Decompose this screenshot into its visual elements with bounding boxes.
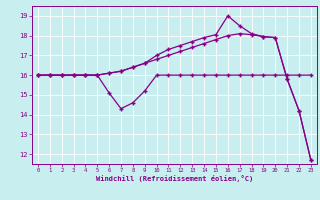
X-axis label: Windchill (Refroidissement éolien,°C): Windchill (Refroidissement éolien,°C) [96,175,253,182]
